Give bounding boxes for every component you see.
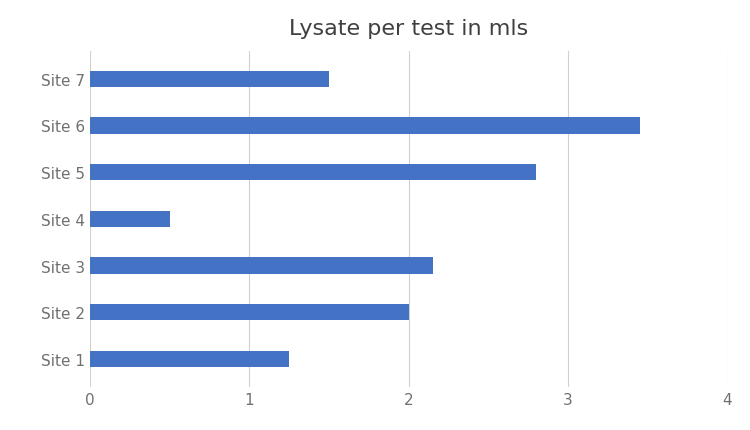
Bar <box>90 351 290 367</box>
Bar <box>90 71 329 88</box>
Bar <box>90 118 640 134</box>
Title: Lysate per test in mls: Lysate per test in mls <box>290 19 528 39</box>
Bar <box>90 165 536 181</box>
Bar <box>90 258 433 274</box>
Bar <box>90 211 170 227</box>
Bar <box>90 304 409 321</box>
